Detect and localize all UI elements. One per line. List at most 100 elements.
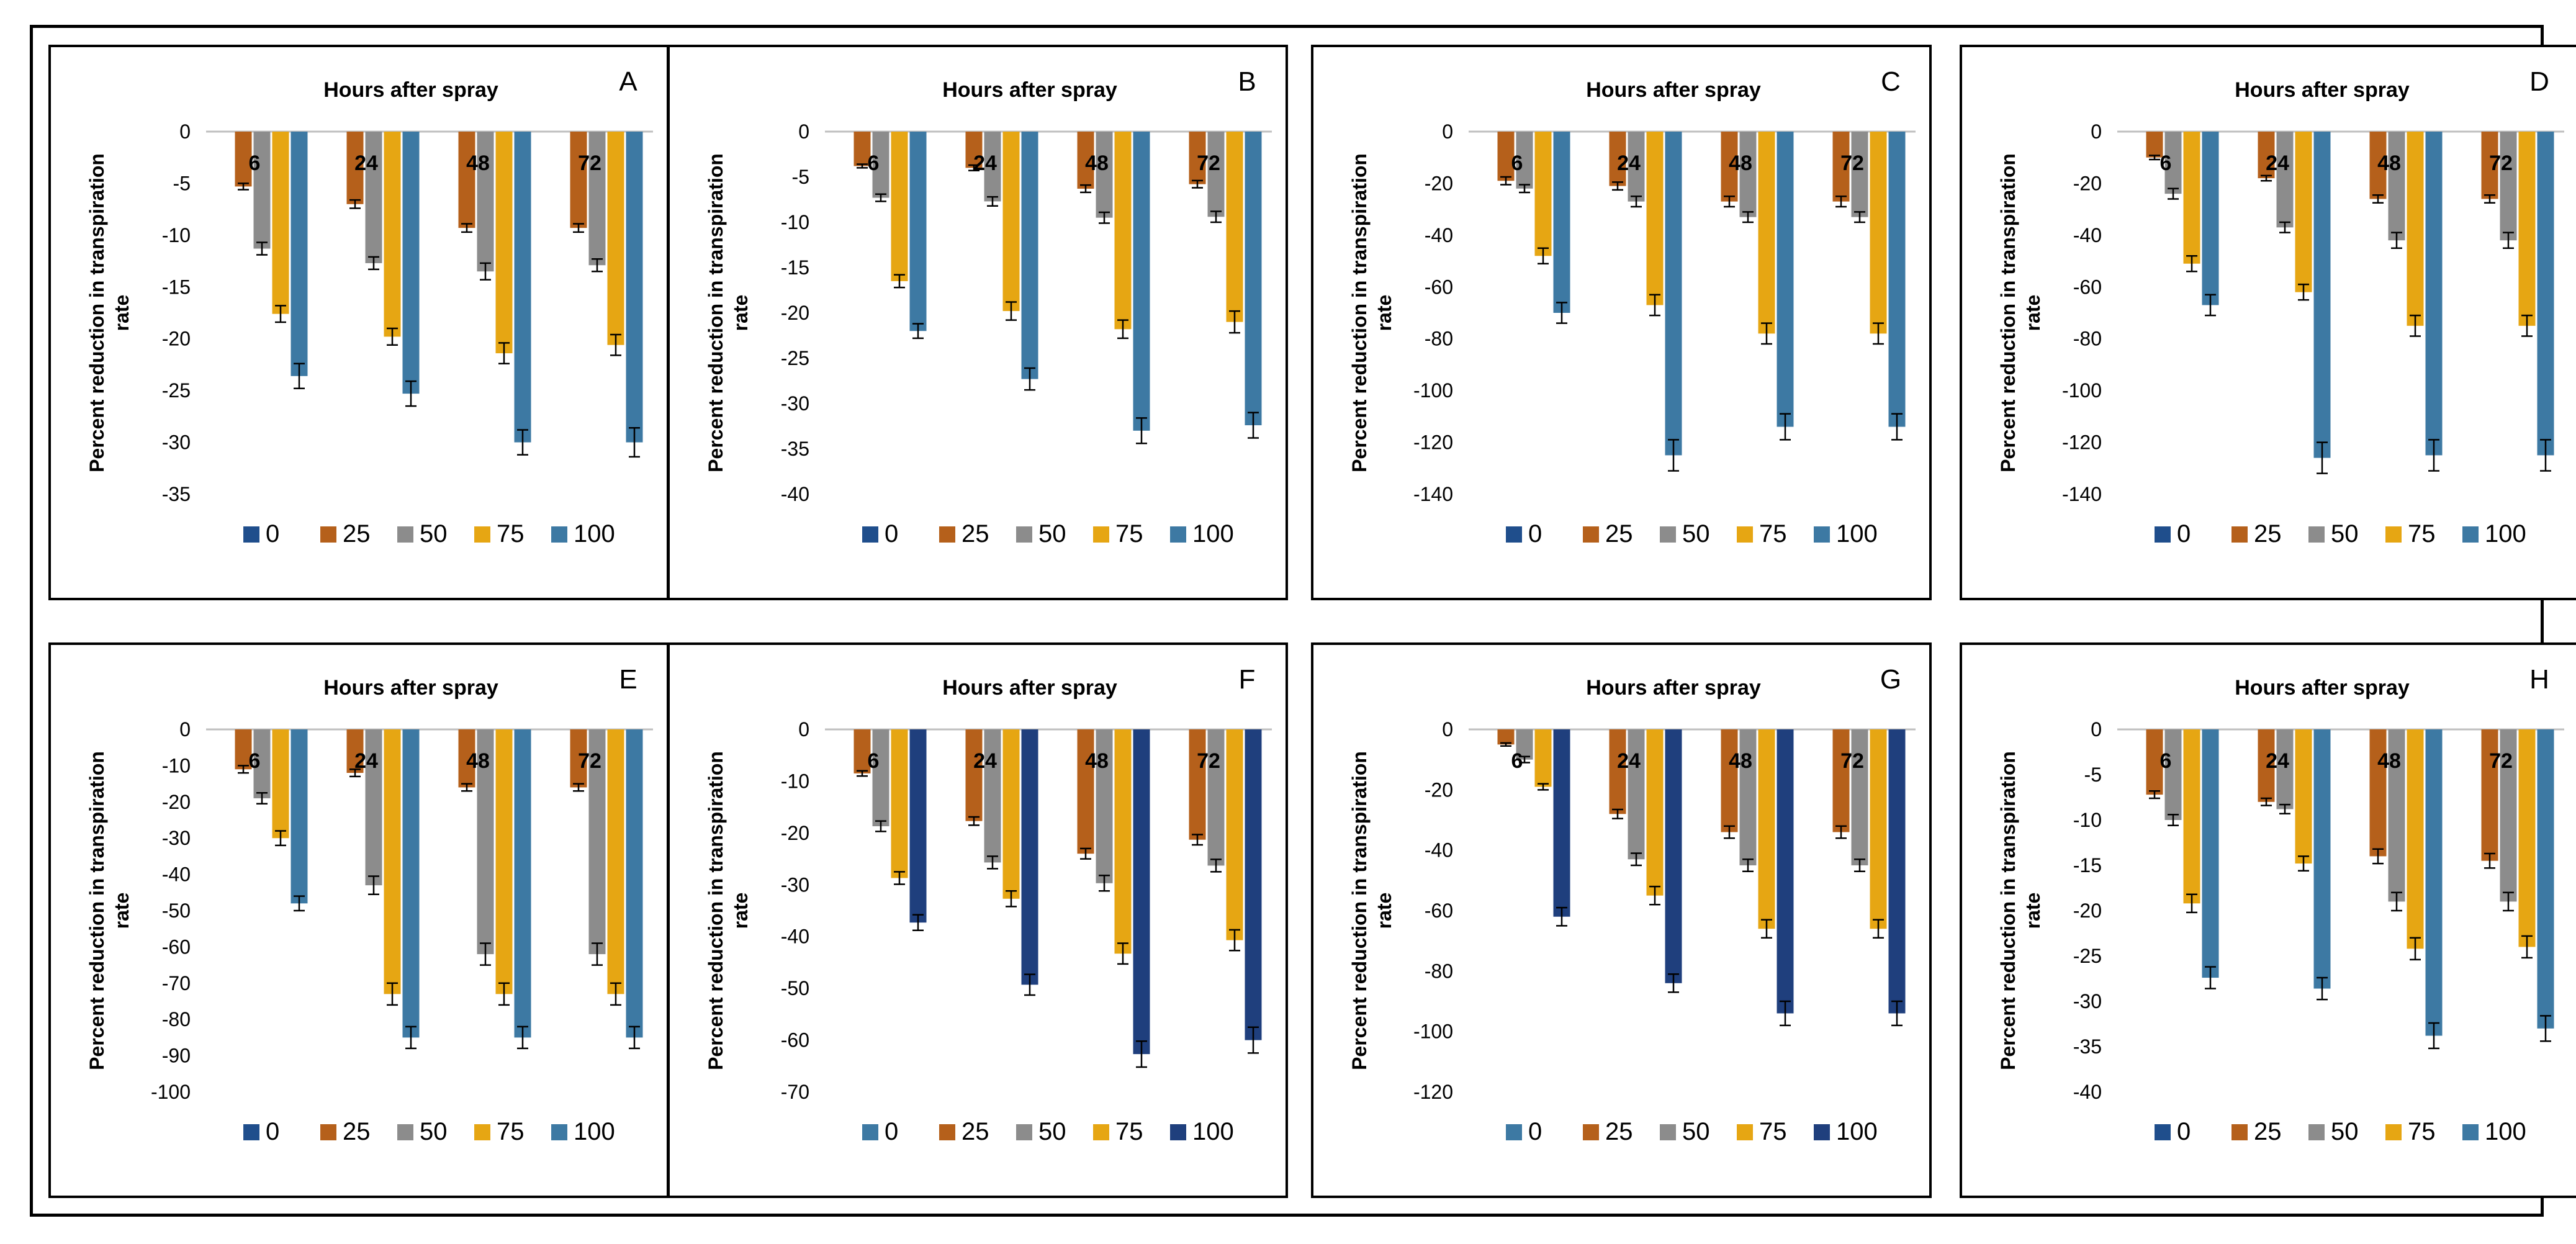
y-tick-label: -50 (781, 977, 809, 999)
category-label: 6 (868, 151, 880, 175)
bar-75-48 (495, 729, 513, 994)
y-tick-label: -80 (1425, 328, 1453, 350)
bar-75-72 (2518, 132, 2536, 326)
legend-label-50: 50 (420, 520, 448, 548)
legend-label-25: 25 (343, 520, 371, 548)
bar-100-72 (2537, 729, 2554, 1029)
bar-25-24 (965, 729, 983, 821)
y-tick-label: -80 (2073, 328, 2102, 350)
bar-100-72 (1888, 729, 1906, 1014)
y-tick-label: -35 (781, 438, 809, 460)
bar-100-24 (1021, 132, 1038, 379)
y-axis-label: Percent reduction in transpiration rate (86, 153, 133, 472)
bar-50-72 (2500, 132, 2517, 241)
category-label: 72 (1840, 749, 1864, 773)
legend-swatch-25 (320, 526, 336, 543)
bar-75-6 (891, 132, 908, 281)
bar-25-6 (1497, 729, 1515, 745)
bar-75-48 (1114, 729, 1132, 954)
bar-25-72 (570, 729, 587, 788)
bar-100-48 (514, 729, 531, 1038)
category-label: 72 (1197, 151, 1220, 175)
chart-svg: Hours after spray G Percent reduction in t… (1348, 664, 1916, 1145)
category-label: 48 (2377, 749, 2401, 773)
legend-label-25: 25 (961, 520, 989, 548)
chart-panel-d: Hours after spray D Percent reduction in t… (1960, 45, 2576, 600)
category-label: 72 (2489, 151, 2513, 175)
legend-label-100: 100 (1836, 520, 1878, 548)
legend-swatch-25 (1583, 526, 1599, 543)
bar-25-48 (1721, 132, 1738, 202)
bar-50-72 (588, 132, 606, 266)
y-axis-label: Percent reduction in transpiration rate (705, 751, 752, 1070)
bar-100-48 (2425, 132, 2443, 456)
y-tick-label: -20 (2073, 172, 2102, 194)
y-tick-label: -100 (151, 1081, 191, 1103)
y-tick-label: -40 (2073, 1081, 2102, 1103)
bar-100-72 (1888, 132, 1906, 427)
bar-25-48 (1721, 729, 1738, 832)
bar-75-24 (2295, 132, 2312, 292)
chart-panel-a: Hours after spray A Percent reduction in t… (48, 45, 669, 600)
bar-25-72 (1832, 132, 1850, 202)
category-label: 6 (249, 749, 261, 773)
y-tick-label: -15 (162, 276, 191, 298)
y-tick-label: -20 (781, 822, 809, 844)
bar-75-48 (2407, 729, 2424, 949)
legend-label-0: 0 (1528, 520, 1542, 548)
legend-label-50: 50 (420, 1118, 448, 1145)
bar-75-24 (384, 132, 401, 337)
chart-title: Hours after spray (2235, 676, 2410, 700)
y-tick-label: 0 (1442, 120, 1453, 143)
legend-label-0: 0 (885, 520, 898, 548)
category-label: 24 (1617, 749, 1641, 773)
legend-swatch-75 (2385, 1124, 2402, 1140)
category-label: 72 (578, 749, 601, 773)
bar-100-6 (290, 729, 308, 904)
y-tick-label: -60 (1425, 899, 1453, 922)
bar-50-24 (1628, 729, 1645, 860)
bar-25-72 (1189, 729, 1206, 840)
y-tick-label: -60 (781, 1029, 809, 1052)
legend-swatch-0 (862, 526, 878, 543)
chart-title: Hours after spray (323, 676, 498, 700)
bar-100-48 (1777, 132, 1794, 427)
bar-50-72 (1207, 132, 1225, 217)
legend-label-50: 50 (2331, 1118, 2359, 1145)
y-tick-label: -25 (162, 379, 191, 402)
category-label: 72 (2489, 749, 2513, 773)
legend-label-25: 25 (961, 1118, 989, 1145)
y-tick-label: -20 (1425, 172, 1453, 194)
legend-swatch-25 (320, 1124, 336, 1140)
legend-swatch-0 (862, 1124, 878, 1140)
category-label: 6 (249, 151, 261, 175)
category-label: 48 (1085, 151, 1109, 175)
bar-25-24 (346, 729, 364, 773)
y-tick-label: -40 (1425, 839, 1453, 862)
category-label: 24 (354, 151, 378, 175)
y-tick-label: -60 (162, 935, 191, 958)
y-tick-label: -10 (781, 770, 809, 792)
legend-label-100: 100 (2485, 520, 2526, 548)
bar-100-72 (1245, 729, 1262, 1040)
legend-label-50: 50 (1682, 1118, 1710, 1145)
legend-label-75: 75 (2408, 520, 2436, 548)
category-label: 72 (1197, 749, 1220, 773)
y-tick-label: -80 (162, 1008, 191, 1030)
y-tick-label: -15 (2073, 854, 2102, 877)
bar-50-72 (1851, 132, 1868, 217)
legend-swatch-25 (939, 526, 955, 543)
bar-50-48 (1739, 132, 1757, 217)
y-tick-label: -40 (781, 483, 809, 505)
legend-swatch-0 (1506, 526, 1522, 543)
y-axis-label: Percent reduction in transpiration rate (1348, 153, 1395, 472)
bar-25-24 (346, 132, 364, 204)
bar-50-48 (1096, 132, 1113, 218)
bar-50-24 (365, 729, 382, 886)
bar-25-48 (1077, 729, 1094, 854)
bar-50-48 (1739, 729, 1757, 865)
chart-title: Hours after spray (942, 78, 1117, 102)
y-tick-label: -40 (162, 863, 191, 886)
bar-100-24 (2313, 132, 2331, 458)
y-tick-label: -50 (162, 899, 191, 922)
